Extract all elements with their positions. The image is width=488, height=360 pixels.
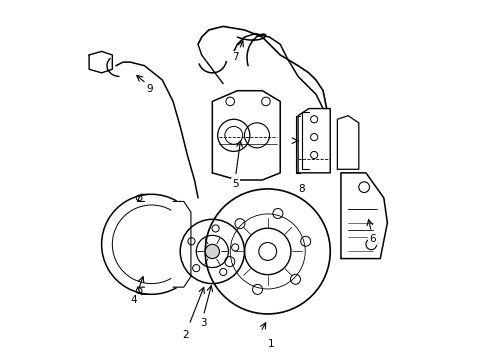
Polygon shape xyxy=(212,91,280,180)
Polygon shape xyxy=(337,116,358,169)
Text: 7: 7 xyxy=(232,52,239,62)
Text: 1: 1 xyxy=(267,339,274,349)
Circle shape xyxy=(212,225,219,232)
Circle shape xyxy=(231,244,238,251)
Circle shape xyxy=(192,265,200,272)
Polygon shape xyxy=(89,51,112,73)
Polygon shape xyxy=(298,109,329,173)
Text: 8: 8 xyxy=(298,184,305,194)
Circle shape xyxy=(205,244,219,258)
Text: 4: 4 xyxy=(130,295,137,305)
Circle shape xyxy=(219,268,226,275)
Circle shape xyxy=(187,238,195,245)
Text: 6: 6 xyxy=(368,234,375,244)
Text: 3: 3 xyxy=(200,318,206,328)
Circle shape xyxy=(258,243,276,260)
Circle shape xyxy=(96,57,107,67)
Polygon shape xyxy=(340,173,386,258)
Text: 9: 9 xyxy=(146,84,153,94)
Text: 5: 5 xyxy=(232,179,239,189)
Text: 2: 2 xyxy=(182,330,188,341)
